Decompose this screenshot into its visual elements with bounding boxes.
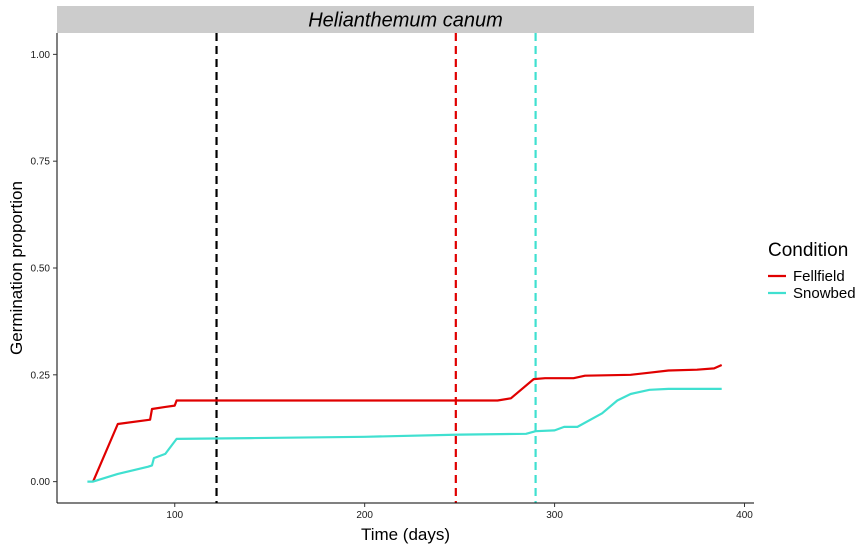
y-tick-label: 1.00 bbox=[31, 50, 51, 61]
y-tick-label: 0.25 bbox=[31, 370, 51, 381]
legend-title: Condition bbox=[768, 240, 848, 261]
x-axis-ticks: 100 200 300 400 bbox=[166, 503, 753, 521]
y-tick-label: 0.50 bbox=[31, 264, 51, 275]
legend-label-snowbed: Snowbed bbox=[793, 285, 856, 302]
x-axis-title: Time (days) bbox=[361, 525, 450, 544]
y-tick-label: 0.75 bbox=[31, 157, 51, 168]
reference-lines bbox=[215, 33, 537, 503]
y-axis-ticks: 0.00 0.25 0.50 0.75 1.00 bbox=[31, 50, 57, 488]
x-tick-label: 200 bbox=[356, 510, 373, 521]
plot-panel bbox=[87, 33, 723, 503]
x-tick-label: 400 bbox=[736, 510, 753, 521]
legend-label-fellfield: Fellfield bbox=[793, 268, 845, 285]
y-axis-title: Germination proportion bbox=[7, 181, 26, 355]
facet-strip bbox=[57, 6, 754, 33]
x-tick-label: 300 bbox=[546, 510, 563, 521]
series-line-snowbed bbox=[87, 387, 722, 483]
y-tick-label: 0.00 bbox=[31, 477, 51, 488]
x-tick-label: 100 bbox=[166, 510, 183, 521]
facet-title: Helianthemum canum bbox=[308, 10, 503, 32]
series-lines bbox=[87, 363, 723, 483]
series-line-fellfield bbox=[92, 363, 723, 483]
